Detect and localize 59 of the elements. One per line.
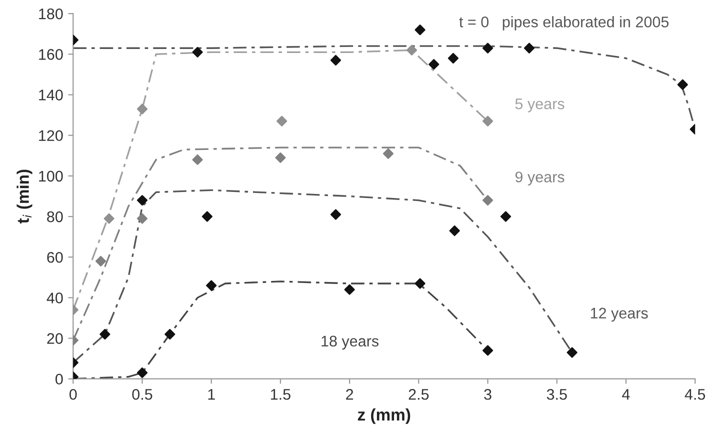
point	[164, 328, 176, 340]
point	[482, 345, 494, 356]
x-tick-label: 2.5	[408, 388, 429, 400]
point	[136, 194, 148, 206]
point	[100, 328, 110, 340]
y-tick-label: 40	[46, 292, 63, 304]
point	[192, 46, 203, 58]
point	[414, 278, 426, 289]
text: 18 years	[322, 336, 379, 350]
point	[136, 367, 148, 378]
point	[449, 225, 460, 236]
x-tick-label: 2	[346, 388, 354, 400]
point	[524, 42, 535, 54]
point	[414, 24, 426, 36]
point	[275, 152, 286, 163]
point	[448, 52, 459, 64]
y-tick-label: 140	[39, 90, 63, 100]
text: 12 years	[590, 308, 648, 322]
x-axis-title: z (mm)	[358, 408, 410, 424]
y-tick-label: 180	[39, 8, 63, 20]
point	[677, 79, 688, 90]
point	[500, 211, 512, 222]
x-tick-label: 3	[484, 388, 492, 400]
point	[330, 209, 342, 220]
point	[136, 213, 148, 224]
y-tick-label: 160	[39, 49, 63, 60]
point	[406, 44, 418, 56]
x-tick-label: 0	[69, 388, 77, 400]
point	[482, 116, 494, 126]
y-tick-label: 60	[47, 252, 63, 263]
point	[482, 194, 494, 206]
x-tick-label: 3.5	[546, 388, 567, 400]
x-tick-label: 4	[622, 389, 630, 400]
point	[482, 42, 494, 54]
text: 9 years	[515, 172, 564, 186]
x-tick-label: 1.5	[270, 389, 290, 400]
series-label: 5 years	[515, 98, 564, 112]
x-tick-label: 4.5	[684, 389, 706, 400]
point	[428, 59, 440, 70]
point	[206, 280, 217, 291]
y-axis-title: t$_{i}$ (min)	[16, 170, 32, 224]
point	[382, 148, 394, 159]
point	[136, 104, 148, 114]
point	[202, 211, 212, 222]
y-tick-label: 80	[47, 211, 63, 222]
series-label: t = 0 pipes elaborated in 2005	[459, 16, 669, 30]
point	[95, 256, 106, 266]
point	[104, 213, 114, 224]
x-tick-label: 1	[208, 389, 215, 400]
y-tick-label: 20	[47, 333, 63, 344]
x-tick-label: 0.5	[132, 388, 152, 400]
point	[566, 347, 578, 358]
y-tick-label: 0	[56, 374, 63, 385]
y-tick-label: 120	[39, 130, 63, 142]
y-tick-label: 100	[39, 170, 63, 182]
point	[276, 116, 288, 126]
point	[344, 284, 355, 295]
point	[330, 54, 342, 66]
point	[192, 154, 203, 166]
